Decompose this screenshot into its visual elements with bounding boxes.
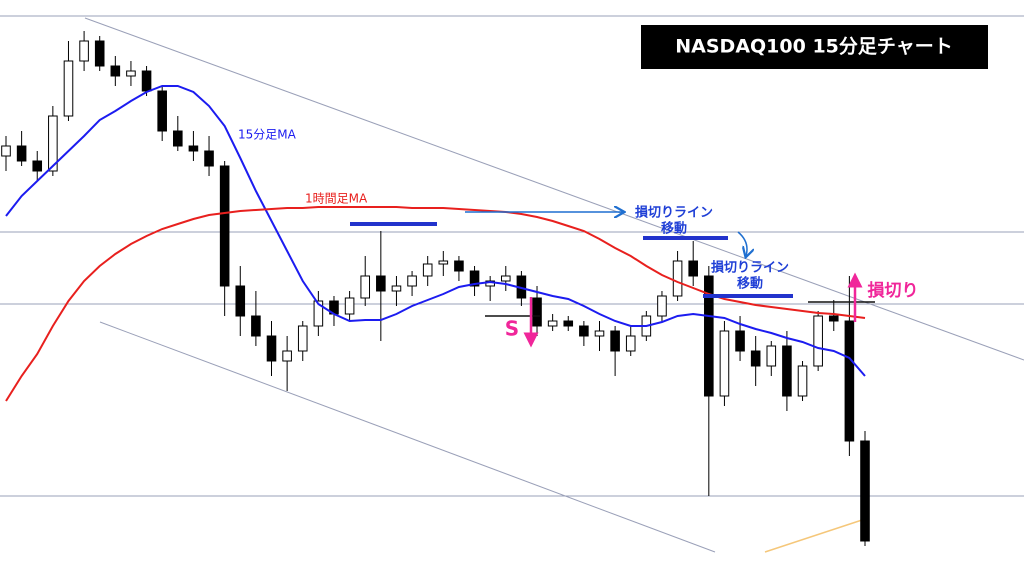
candle-body bbox=[828, 315, 839, 322]
candle-body bbox=[391, 285, 402, 292]
candle-body bbox=[173, 130, 183, 147]
candle-body bbox=[594, 330, 605, 337]
candle-body bbox=[719, 330, 730, 397]
candle-body bbox=[235, 285, 246, 317]
candle-body bbox=[563, 320, 574, 327]
candle-body bbox=[469, 270, 480, 287]
candle-body bbox=[282, 350, 292, 362]
annotation: 移動 bbox=[661, 221, 687, 237]
candle-body bbox=[766, 345, 777, 367]
candle-body bbox=[219, 165, 230, 287]
candle-body bbox=[547, 320, 558, 327]
candle-body bbox=[360, 275, 371, 299]
series-label: 1時間足MA bbox=[305, 192, 368, 206]
candle-body bbox=[79, 40, 89, 62]
annotation: 移動 bbox=[737, 276, 763, 292]
candle-body bbox=[532, 297, 542, 327]
trend-line bbox=[99, 321, 716, 553]
arrow bbox=[737, 231, 747, 256]
candle-body bbox=[32, 160, 43, 172]
candle-body bbox=[313, 300, 324, 327]
candle-body bbox=[797, 365, 808, 397]
candle-body bbox=[48, 115, 58, 172]
candle-body bbox=[407, 275, 417, 287]
candle-body bbox=[500, 275, 511, 282]
candle-body bbox=[750, 350, 761, 367]
candle-body bbox=[110, 65, 121, 77]
candle-body bbox=[860, 440, 870, 542]
candle-body bbox=[625, 335, 636, 352]
candle-body bbox=[157, 90, 167, 132]
candle-body bbox=[63, 60, 74, 117]
annotation: 損切りライン bbox=[635, 205, 713, 221]
candle-body bbox=[844, 320, 855, 442]
candle-body bbox=[16, 145, 27, 162]
candle-body bbox=[204, 150, 214, 167]
ma-line bbox=[5, 206, 866, 402]
candle-body bbox=[376, 275, 386, 292]
candle-body bbox=[657, 295, 667, 317]
candle-body bbox=[344, 297, 355, 315]
guide-lines bbox=[0, 15, 1024, 553]
candle-body bbox=[610, 330, 620, 352]
candle-body bbox=[688, 260, 698, 277]
candle-body bbox=[251, 315, 261, 337]
candle-body bbox=[266, 335, 277, 362]
trend-line bbox=[84, 17, 1024, 361]
candle-body bbox=[782, 345, 792, 397]
candle-body bbox=[297, 325, 308, 352]
candle-body bbox=[438, 260, 449, 265]
series-label: 15分足MA bbox=[238, 128, 297, 142]
markings bbox=[350, 212, 875, 348]
orange-line bbox=[764, 519, 863, 553]
candle-body bbox=[813, 315, 823, 367]
candle-body bbox=[1, 145, 11, 157]
candle-body bbox=[141, 70, 152, 92]
annotation: S bbox=[505, 317, 519, 341]
title-box bbox=[641, 25, 988, 69]
candle-body bbox=[188, 145, 199, 152]
ma-line bbox=[5, 85, 866, 377]
candle-body bbox=[422, 263, 433, 277]
candle-body bbox=[94, 40, 105, 67]
candle-body bbox=[672, 260, 683, 297]
candle-body bbox=[704, 275, 714, 397]
annotation: 損切り bbox=[868, 280, 919, 301]
chart-title: NASDAQ100 15分足チャート bbox=[675, 36, 952, 58]
candle-body bbox=[579, 325, 589, 337]
annotation: 損切りライン bbox=[711, 260, 789, 276]
plot bbox=[1, 31, 870, 546]
candle-body bbox=[126, 70, 136, 77]
candle-body bbox=[454, 260, 464, 272]
candle-body bbox=[735, 330, 745, 352]
